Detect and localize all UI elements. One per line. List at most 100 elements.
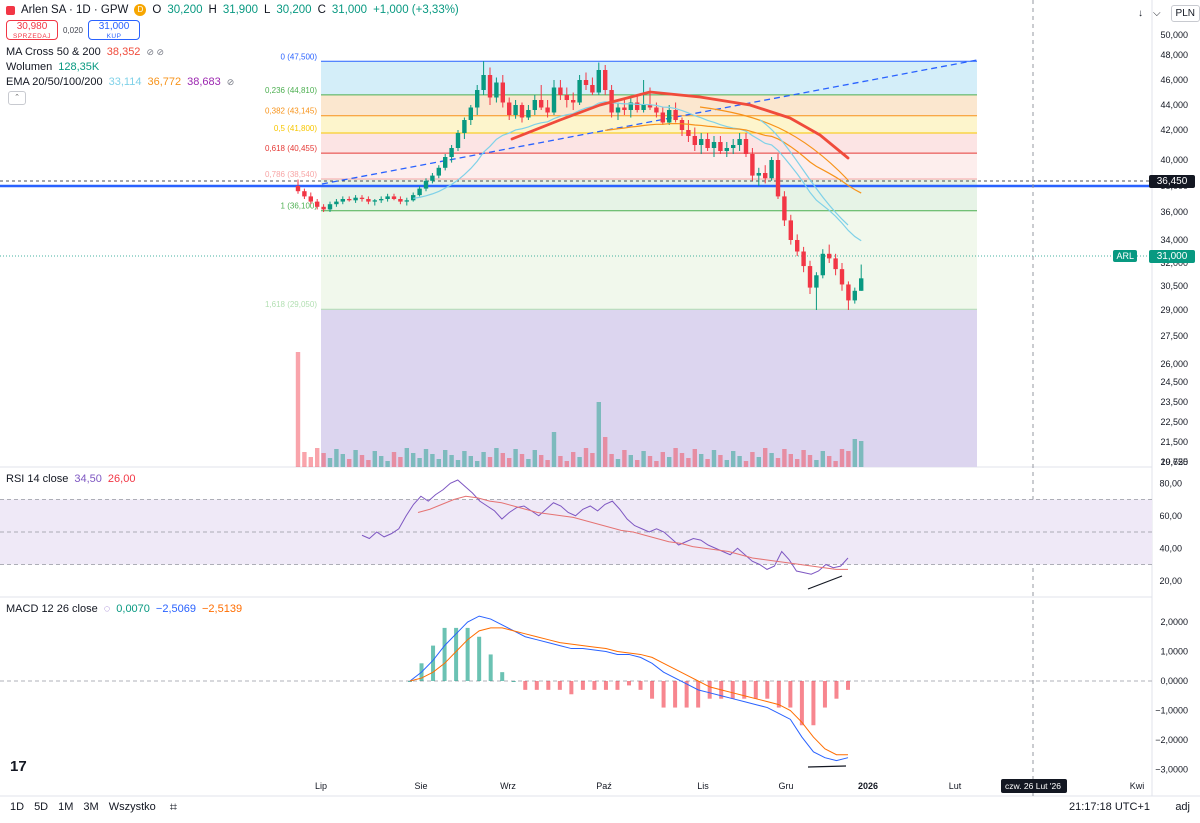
volume-bar (769, 453, 774, 467)
volume-bar (846, 451, 851, 467)
time-tick: Lis (697, 781, 709, 791)
candle-body (615, 107, 621, 113)
macd-settings-icon[interactable]: ◌ (103, 603, 111, 615)
rsi-value: 34,50 (74, 473, 102, 485)
volume-bar (551, 432, 557, 467)
indicator-ma-cross[interactable]: MA Cross 50 & 200 38,352 ⊘ ⊘ (6, 46, 164, 58)
volume-bar (347, 459, 352, 467)
buy-price: 31,000 (98, 21, 130, 32)
candle-body (295, 186, 301, 192)
volume-bar (814, 460, 819, 467)
timeframe-1m[interactable]: 1M (58, 801, 74, 813)
volume-bar (801, 450, 806, 467)
timeframe-3m[interactable]: 3M (83, 801, 99, 813)
candle-body (846, 284, 851, 301)
fib-label: 0,382 (43,145) (265, 107, 317, 116)
calendar-icon[interactable]: ⌗ (169, 799, 178, 814)
volume-bar (359, 455, 365, 467)
price-tick: 26,000 (1160, 359, 1188, 369)
candle-body (385, 196, 390, 199)
volume-bar (711, 450, 717, 467)
indicator-volume[interactable]: Wolumen 128,35K (6, 61, 99, 73)
volume-bar (628, 455, 633, 467)
volume-bar (839, 449, 845, 467)
volume-bar (731, 451, 736, 467)
trend-line (321, 59, 978, 185)
time-tick: Gru (778, 781, 793, 791)
macd-histogram-bar (846, 681, 850, 690)
volume-bar (475, 461, 480, 467)
symbol-title[interactable]: Arlen SA · 1D · GPW (21, 4, 129, 16)
indicator-ema[interactable]: EMA 20/50/100/200 33,114 36,772 38,683 ⊘ (6, 76, 234, 88)
candle-body (577, 80, 582, 103)
candle-body (743, 139, 749, 154)
volume-bar (679, 453, 685, 467)
ema20-line (413, 101, 862, 242)
ema-label: EMA 20/50/100/200 (6, 76, 103, 88)
macd-histogram-bar (431, 645, 436, 681)
candle-body (347, 199, 352, 201)
ohlc-low: 30,200 (276, 4, 312, 16)
rsi-tick: 40,00 (1159, 543, 1182, 553)
ohlc-high-label: H (208, 4, 217, 16)
price-tick: 30,500 (1160, 281, 1188, 291)
timeframe-1d[interactable]: 1D (10, 801, 25, 813)
macd-histogram-bar (834, 681, 839, 699)
settings-icon[interactable]: ⌵ (1152, 8, 1161, 19)
sell-button[interactable]: 30,980 SPRZEDAJ (6, 20, 58, 40)
level-price-label: 36,450 (1149, 175, 1195, 188)
time-tick: Kwi (1130, 781, 1145, 791)
volume-bar (340, 454, 345, 467)
symbol-logo-icon (6, 5, 15, 15)
timeframe-all[interactable]: Wszystko (108, 801, 156, 813)
clock[interactable]: 21:17:18 UTC+1 (1068, 801, 1150, 813)
macd-histogram-bar (742, 681, 747, 699)
volume-bar (667, 457, 672, 467)
candle-body (782, 196, 787, 221)
price-tick: 22,500 (1160, 417, 1188, 427)
volume-bar (436, 459, 441, 467)
macd-histogram-bar (569, 681, 574, 695)
ohlc-open: 30,200 (167, 4, 203, 16)
candle-body (321, 206, 326, 210)
volume-bar (737, 456, 742, 467)
fib-zone (321, 210, 977, 310)
collapse-legend-button[interactable]: ⌃ (8, 91, 26, 105)
currency-selector[interactable]: PLN (1170, 5, 1200, 22)
volume-bar (692, 449, 697, 467)
candle-body (315, 201, 320, 207)
volume-bar (353, 450, 358, 467)
macd-signal-line (409, 627, 848, 756)
time-cursor-label-bg (1001, 779, 1067, 793)
timeframe-5d[interactable]: 5D (34, 801, 49, 813)
candle-body (455, 133, 461, 148)
volume-bar (507, 458, 512, 467)
volume-bar (795, 459, 800, 467)
buy-button[interactable]: 31,000 KUP (88, 20, 140, 40)
candle-body (667, 110, 672, 123)
macd-histogram-bar (603, 681, 608, 690)
candle-body (852, 290, 857, 301)
candle-body (359, 197, 365, 199)
indicator-settings-icon[interactable]: ⊘ ⊘ (146, 46, 165, 57)
indicator-macd[interactable]: MACD 12 26 close ◌ 0,0070 −2,5069 −2,513… (6, 603, 242, 615)
download-icon[interactable]: ↓ (1137, 8, 1143, 19)
adj-toggle[interactable]: adj (1175, 801, 1190, 813)
macd-histogram-bar (673, 681, 678, 708)
indicator-hide-icon[interactable]: ⊘ (226, 76, 235, 87)
macd-histogram-bar (523, 681, 528, 690)
fib-label: 1 (36,100) (281, 202, 318, 211)
candle-body (532, 100, 537, 110)
candle-body (443, 157, 448, 168)
volume-bar (564, 461, 569, 467)
candle-body (302, 191, 307, 197)
volume-bar (379, 456, 384, 467)
volume-bar (558, 456, 563, 467)
price-tick: 48,000 (1160, 50, 1188, 60)
indicator-rsi[interactable]: RSI 14 close 34,50 26,00 (6, 473, 135, 485)
volume-bar (571, 452, 576, 467)
rsi-tick: 80,00 (1159, 478, 1182, 488)
ema50-value: 36,772 (147, 76, 182, 88)
